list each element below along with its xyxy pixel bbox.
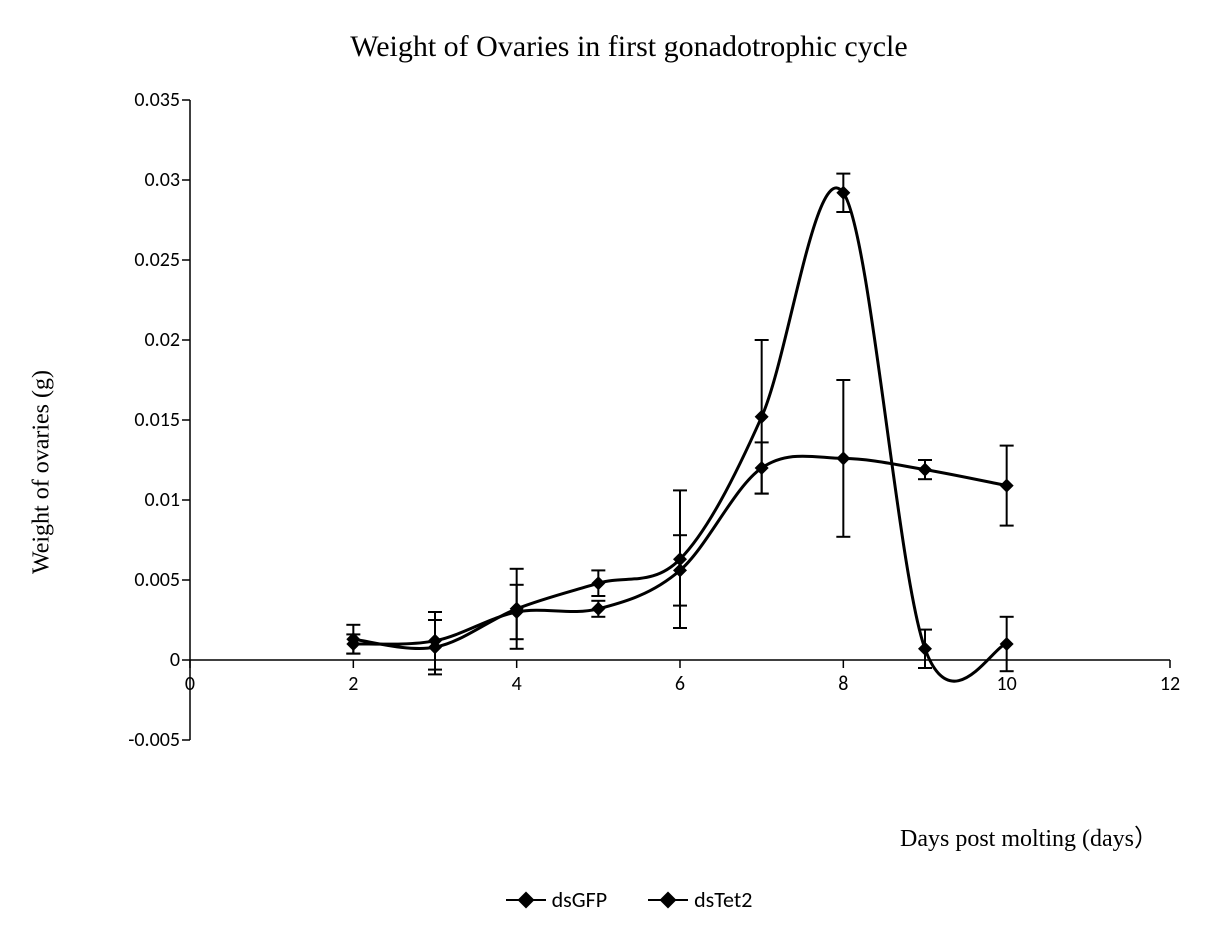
chart-container: Weight of Ovaries in first gonadotrophic… [20,20,1218,923]
x-tick-label: 6 [675,672,685,696]
legend-label: dsGFP [552,886,608,913]
legend-item-dsgfp: dsGFP [506,886,608,913]
legend-marker-line [506,899,546,901]
x-tick-label: 4 [512,672,522,696]
x-tick-label: 12 [1160,672,1180,696]
legend-marker-line [648,899,688,901]
x-tick-label: 0 [185,672,195,696]
y-tick-label: 0.035 [110,88,180,112]
x-tick-label: 2 [348,672,358,696]
y-tick-label: 0.01 [110,488,180,512]
y-tick-label: 0.02 [110,328,180,352]
y-tick-label: 0.025 [110,248,180,272]
y-tick-label: -0.005 [110,728,180,752]
y-tick-label: 0 [110,648,180,672]
x-tick-label: 8 [838,672,848,696]
legend-label: dsTet2 [694,886,752,913]
legend-item-dstet2: dsTet2 [648,886,752,913]
chart-plot [20,20,1218,923]
diamond-icon [517,891,534,908]
x-tick-label: 10 [997,672,1017,696]
chart-legend: dsGFP dsTet2 [20,880,1218,914]
y-tick-label: 0.005 [110,568,180,592]
diamond-icon [660,891,677,908]
y-tick-label: 0.015 [110,408,180,432]
y-tick-label: 0.03 [110,168,180,192]
